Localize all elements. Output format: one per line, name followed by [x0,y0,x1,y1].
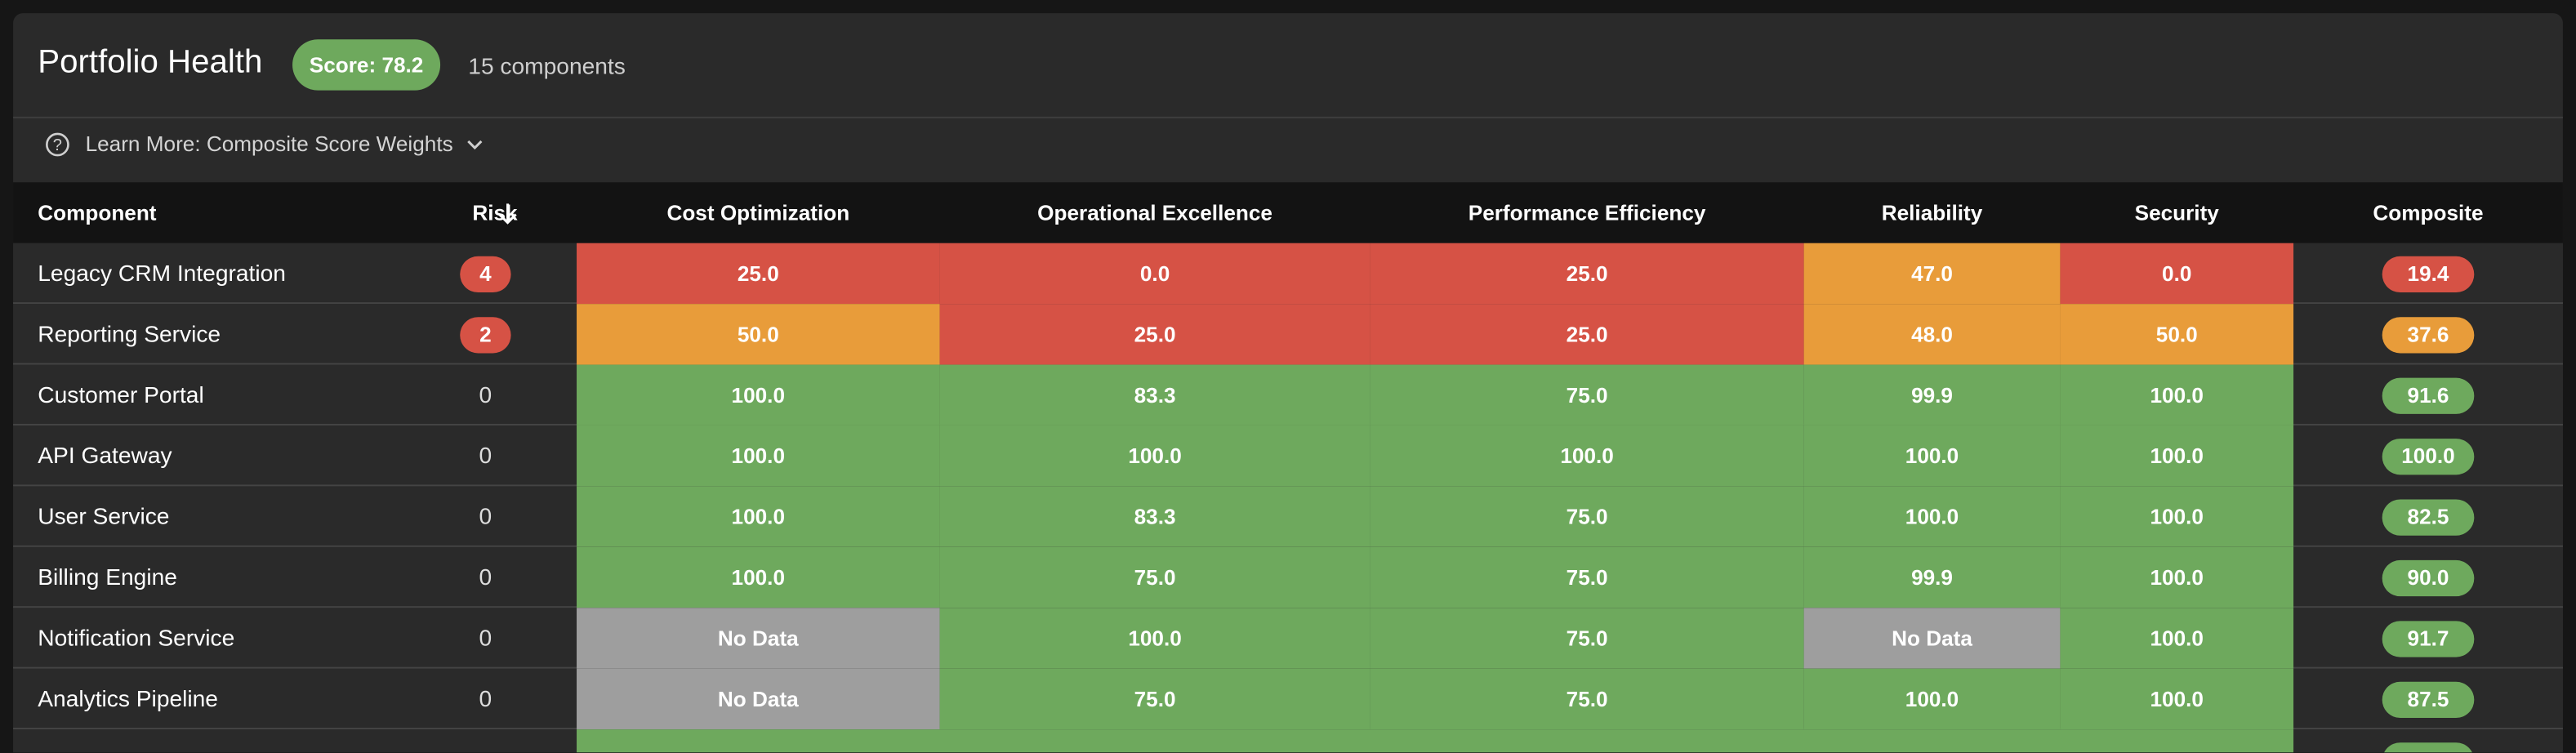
score-cell: 100.0 [1803,425,2061,487]
score-cell: 100.0 [939,425,1370,487]
column-header: Reliability [1881,200,1983,225]
score-cell: 100.0 [1370,425,1804,487]
score-cell: 75.0 [1370,364,1804,426]
component-name: Billing Engine [38,563,177,590]
component-name: Analytics Pipeline [38,684,218,711]
column-header: Component [38,200,157,225]
risk-value: 0 [479,684,492,711]
risk-value: 0 [479,502,492,529]
score-cell: 99.9 [1803,546,2061,608]
composite-badge: 87.5 [2382,681,2475,719]
score-cell: 75.0 [1370,546,1804,608]
column-header: Cost Optimization [666,200,850,225]
risk-badge: 2 [460,317,511,354]
composite-badge: 91.6 [2382,377,2475,414]
score-cell: 100.0 [2060,668,2294,730]
composite-pill-partial [2382,742,2475,753]
score-cell: 50.0 [2060,304,2294,365]
score-cell: No Data [577,668,940,730]
composite-badge: 19.4 [2382,256,2475,293]
sort-arrow[interactable] [496,200,519,226]
score-cell: 100.0 [939,608,1370,669]
help-icon: ? [46,132,69,157]
component-name: Legacy CRM Integration [38,259,286,287]
risk-value: 0 [479,563,492,590]
column-header: Performance Efficiency [1468,200,1706,225]
score-cell: 50.0 [577,304,940,365]
score-cell: 0.0 [939,243,1370,305]
component-name: Customer Portal [38,381,204,408]
score-cell: 100.0 [1803,668,2061,730]
composite-badge: 100.0 [2382,439,2475,475]
risk-value: 0 [479,624,492,651]
table-row[interactable]: Analytics Pipeline 0 No Data 75.0 75.0 100.0 1… [13,668,2563,730]
score-cell: 25.0 [939,304,1370,365]
score-cell: 75.0 [939,546,1370,608]
score-cell: 48.0 [1803,304,2061,365]
score-cell: 25.0 [1370,243,1804,305]
score-cell: No Data [577,608,940,669]
composite-badge: 91.7 [2382,621,2475,657]
score-cell: 75.0 [1370,608,1804,669]
learn-more-toggle[interactable]: Learn More: Composite Score Weights [85,131,453,157]
risk-badge: 4 [460,256,511,293]
score-cell: 100.0 [2060,608,2294,669]
composite-badge: 37.6 [2382,317,2475,354]
risk-value: 0 [479,442,492,469]
score-cell: 100.0 [2060,546,2294,608]
component-name: Reporting Service [38,320,221,347]
score-cell: 100.0 [577,486,940,547]
component-name: API Gateway [38,442,172,469]
chevron-down[interactable] [465,135,484,154]
composite-badge: 90.0 [2382,559,2475,597]
table-row[interactable]: Reporting Service 2 50.0 25.0 25.0 48.0 50.0 37… [13,304,2563,365]
score-cell: 47.0 [1803,243,2061,305]
score-cell: 83.3 [939,486,1370,547]
score-cell: 75.0 [1370,668,1804,730]
score-cell: 100.0 [577,425,940,487]
score-cell: 100.0 [1803,486,2061,547]
score-cell: 100.0 [2060,425,2294,487]
component-name: Notification Service [38,624,235,651]
score-cell: 100.0 [2060,364,2294,426]
score-cell: 75.0 [939,668,1370,730]
score-cell: 25.0 [1370,304,1804,365]
composite-badge: 82.5 [2382,499,2475,536]
score-cell: 100.0 [2060,486,2294,547]
table-row[interactable]: User Service 0 100.0 83.3 75.0 100.0 100.0 82.5 [13,486,2563,547]
score-cell: 100.0 [577,364,940,426]
divider [13,116,2563,118]
table-row[interactable]: Customer Portal 0 100.0 83.3 75.0 99.9 100.0 91… [13,364,2563,426]
svg-text:?: ? [53,136,62,154]
column-header: Operational Excellence [1037,200,1272,225]
score-cell: No Data [1803,608,2061,669]
page-title: Portfolio Health [38,44,263,81]
score-cell: 75.0 [1370,486,1804,547]
score-cells-partial [577,729,2294,753]
score-cell: 25.0 [577,243,940,305]
score-cell: 99.9 [1803,364,2061,426]
table-header [13,182,2563,243]
table-row[interactable]: Legacy CRM Integration 4 25.0 0.0 25.0 47.0 0.… [13,243,2563,305]
table-row-partial [13,729,2563,753]
column-header: Composite [2373,200,2484,225]
table-row[interactable]: Notification Service 0 No Data 100.0 75.0 No … [13,608,2563,669]
component-name: User Service [38,502,170,529]
score-cell: 0.0 [2060,243,2294,305]
score-cell: 83.3 [939,364,1370,426]
component-count: 15 components [468,52,626,79]
risk-value: 0 [479,381,492,408]
column-header: Security [2134,200,2219,225]
score-cell: 100.0 [577,546,940,608]
score-badge: Score: 78.2 [292,39,441,91]
table-row[interactable]: API Gateway 0 100.0 100.0 100.0 100.0 100.0 100… [13,425,2563,487]
table-row[interactable]: Billing Engine 0 100.0 75.0 75.0 99.9 100.0 90.… [13,546,2563,608]
